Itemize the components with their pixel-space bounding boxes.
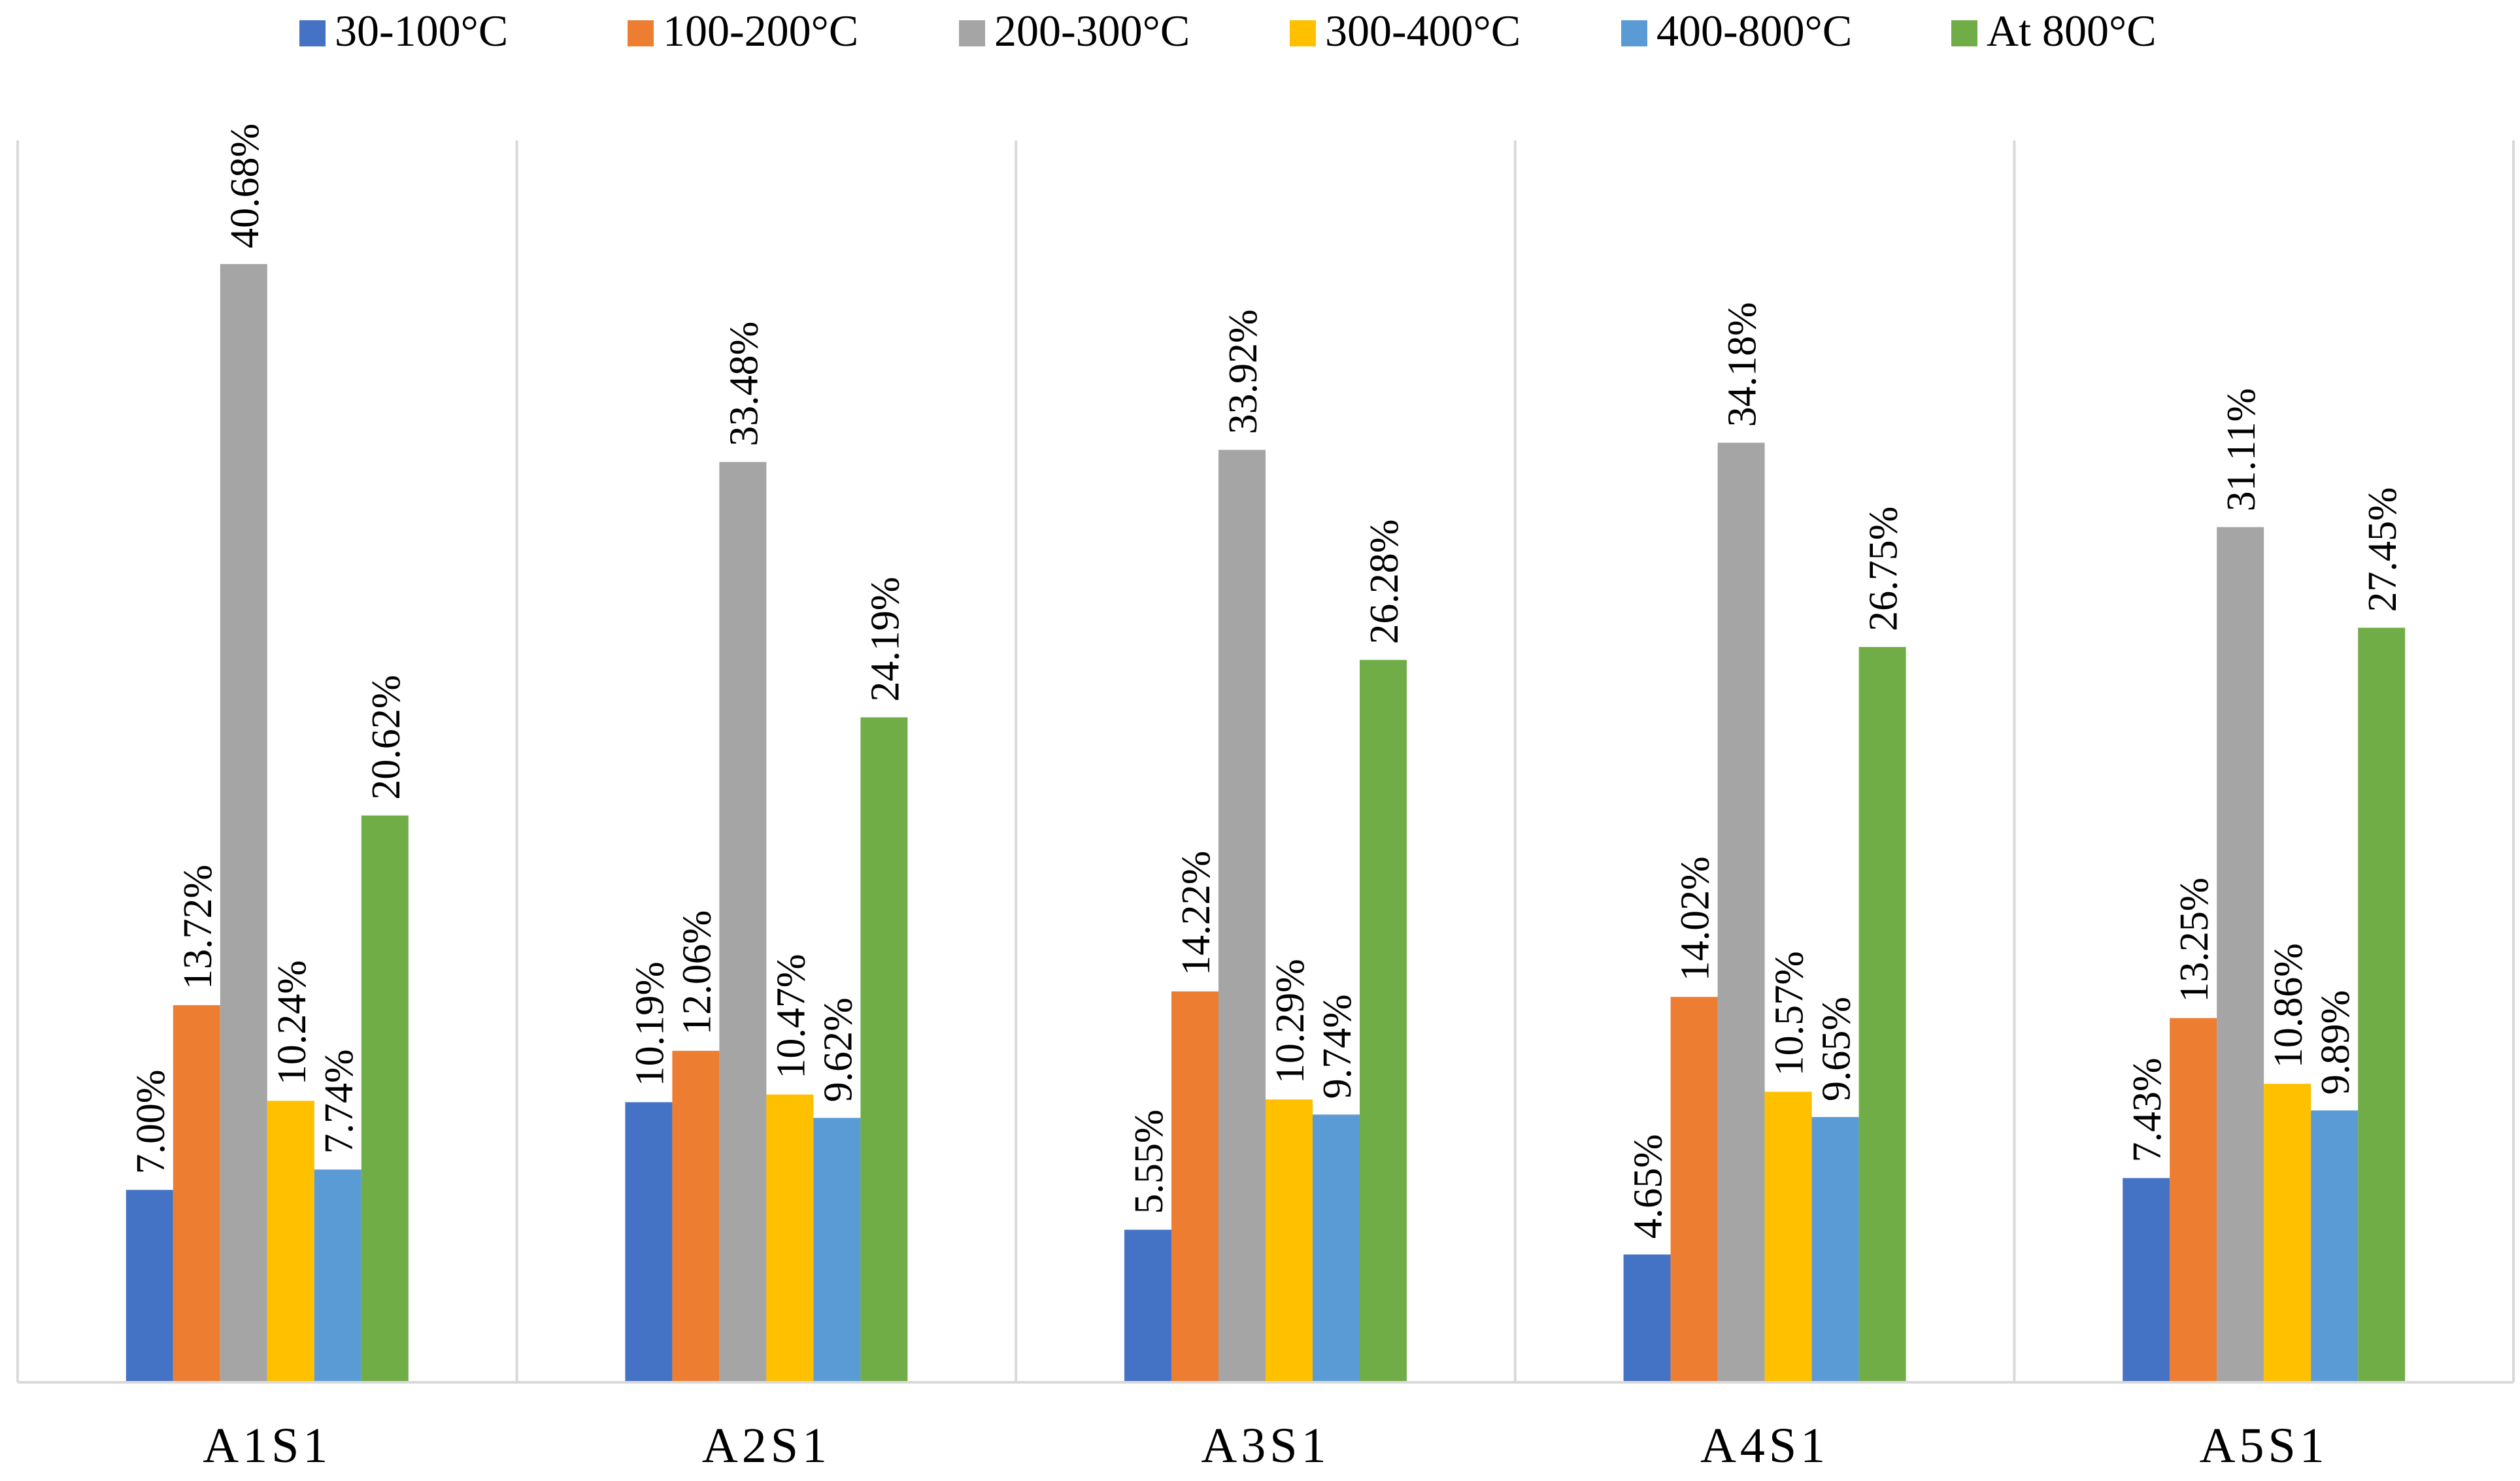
data-label: 14.22% <box>1174 851 1218 976</box>
data-label: 33.48% <box>722 322 766 446</box>
legend-item: 200-300°C <box>959 6 1190 56</box>
legend-item: At 800°C <box>1951 6 2157 56</box>
data-label: 7.00% <box>129 1069 173 1174</box>
x-tick-label: A3S1 <box>1201 1418 1330 1473</box>
x-tick-label: A1S1 <box>203 1418 331 1473</box>
data-label: 33.92% <box>1221 309 1266 434</box>
bar <box>2358 627 2406 1382</box>
data-label: 10.29% <box>1268 959 1313 1084</box>
legend-item: 300-400°C <box>1290 6 1520 56</box>
data-labels: 7.00% 13.72% 40.68% 10.24%7.74% 20.62% 10.19%… <box>129 124 2405 1239</box>
bar <box>1313 1114 1360 1382</box>
legend-item: 30-100°C <box>299 6 508 56</box>
data-label: 10.24% <box>270 960 314 1085</box>
bar <box>1717 442 1765 1383</box>
legend: 30-100°C 100-200°C 200-300°C 300-400°C 400-8… <box>299 6 2157 56</box>
bar <box>126 1190 173 1382</box>
data-label: 4.65% <box>1626 1134 1671 1239</box>
legend-swatch <box>628 20 654 46</box>
legend-label: 400-800°C <box>1656 6 1852 56</box>
data-label: 9.62% <box>816 997 860 1102</box>
legend-swatch <box>1290 20 1316 46</box>
legend-swatch <box>1621 20 1647 46</box>
bar <box>2123 1178 2170 1382</box>
legend-label: 100-200°C <box>663 6 858 56</box>
bar <box>672 1050 720 1382</box>
data-label: 12.06% <box>675 910 719 1035</box>
bar <box>2311 1110 2359 1382</box>
data-label: 7.43% <box>2125 1057 2170 1162</box>
bar <box>1764 1091 1812 1382</box>
data-label: 27.45% <box>2360 487 2405 612</box>
x-tick-label: A2S1 <box>702 1418 831 1473</box>
data-label: 20.62% <box>364 675 409 800</box>
data-label: 10.47% <box>769 954 813 1078</box>
bar <box>1124 1229 1171 1382</box>
bar <box>1623 1254 1671 1382</box>
bar <box>1266 1099 1313 1382</box>
x-tick-label: A4S1 <box>1700 1418 1829 1473</box>
data-label: 10.57% <box>1768 951 1812 1076</box>
legend-label: 30-100°C <box>335 6 508 56</box>
data-label: 5.55% <box>1127 1109 1171 1214</box>
bar <box>1811 1117 1859 1382</box>
legend-item: 100-200°C <box>628 6 858 56</box>
data-label: 31.11% <box>2219 388 2264 512</box>
legend-swatch <box>299 20 326 46</box>
legend-label: 200-300°C <box>994 6 1190 56</box>
data-label: 9.74% <box>1315 994 1360 1099</box>
bar <box>1670 997 1718 1382</box>
legend-swatch <box>959 20 985 46</box>
legend-label: At 800°C <box>1987 6 2157 56</box>
data-label: 40.68% <box>223 124 267 248</box>
data-label: 10.86% <box>2266 943 2311 1068</box>
legend-label: 300-400°C <box>1325 6 1520 56</box>
bar <box>719 461 767 1382</box>
bar <box>2264 1084 2311 1382</box>
data-label: 13.72% <box>176 865 220 990</box>
bar <box>2170 1018 2217 1382</box>
bar <box>220 263 267 1382</box>
bar <box>1360 659 1407 1382</box>
bar <box>766 1094 814 1382</box>
data-label: 9.89% <box>2313 990 2358 1095</box>
data-label: 10.19% <box>628 961 672 1086</box>
category-separators <box>16 141 2515 1382</box>
data-label: 7.74% <box>317 1049 361 1154</box>
data-label: 26.75% <box>1862 507 1906 631</box>
bar <box>813 1118 861 1382</box>
legend-item: 400-800°C <box>1621 6 1852 56</box>
data-label: 14.02% <box>1673 856 1718 981</box>
bar <box>361 815 409 1382</box>
bar <box>1171 991 1218 1382</box>
bar <box>625 1102 673 1382</box>
x-tick-label: A5S1 <box>2200 1418 2328 1473</box>
bar <box>2217 527 2264 1382</box>
legend-swatch <box>1951 20 1977 46</box>
bar <box>1858 646 1906 1382</box>
data-label: 34.18% <box>1721 302 1765 427</box>
bar <box>860 717 908 1382</box>
x-axis: A1S1 A2S1 A3S1 A4S1 A5S1 <box>18 1381 2513 1473</box>
data-label: 9.65% <box>1815 997 1859 1101</box>
bar <box>267 1101 314 1382</box>
bar <box>314 1169 361 1382</box>
data-label: 26.28% <box>1362 520 1407 644</box>
data-label: 24.19% <box>863 576 907 701</box>
bar <box>173 1005 220 1382</box>
bar <box>1218 450 1266 1382</box>
data-label: 13.25% <box>2172 878 2217 1003</box>
bars <box>126 263 2406 1383</box>
